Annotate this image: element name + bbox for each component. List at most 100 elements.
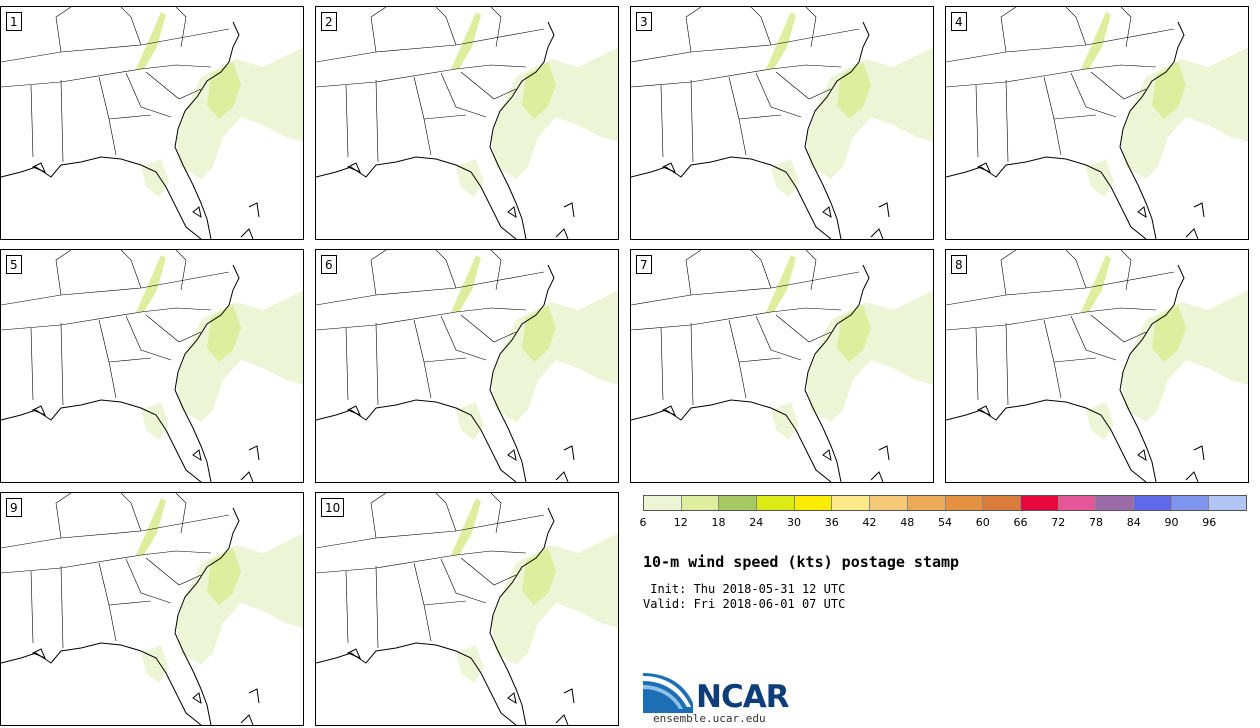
state-boundaries	[946, 7, 1175, 163]
ncar-logo-icon	[643, 673, 693, 713]
coastline	[316, 264, 575, 482]
member-number: 9	[6, 498, 22, 517]
member-panel-4: 4	[945, 6, 1249, 240]
wind-shading-mountains	[1081, 12, 1111, 69]
state-boundaries	[946, 250, 1175, 406]
colorbar-swatch-7	[870, 496, 908, 510]
member-number: 5	[6, 255, 22, 274]
wind-shading-mountains	[766, 12, 796, 69]
wind-shading-offshore	[806, 290, 933, 422]
wind-shading-gulf	[456, 159, 484, 197]
wind-shading-core	[837, 62, 871, 119]
colorbar-swatch-3	[719, 496, 758, 510]
colorbar-tick-label: 30	[787, 516, 801, 529]
member-number: 7	[636, 255, 652, 274]
wind-speed-map	[316, 7, 618, 239]
state-boundaries	[631, 7, 860, 163]
wind-speed-map	[1, 250, 303, 482]
colorbar-swatch-1	[644, 496, 682, 510]
wind-shading-offshore	[491, 47, 618, 179]
wind-shading-gulf	[141, 645, 169, 683]
wind-speed-map	[946, 250, 1248, 482]
wind-shading-gulf	[456, 645, 484, 683]
state-boundaries	[316, 7, 545, 163]
wind-shading-core	[837, 305, 871, 362]
member-panel-8: 8	[945, 249, 1249, 483]
wind-shading-core	[207, 62, 241, 119]
wind-shading-mountains	[451, 255, 481, 312]
wind-shading-offshore	[1121, 47, 1248, 179]
wind-speed-map	[1, 493, 303, 725]
wind-shading-mountains	[451, 12, 481, 69]
member-number: 10	[321, 498, 345, 517]
wind-shading-core	[522, 548, 556, 605]
colorbar-tick-label: 12	[673, 516, 688, 529]
member-panel-10: 10	[315, 492, 619, 726]
colorbar-tick-label: 84	[1126, 516, 1141, 529]
member-panel-1: 1	[0, 6, 304, 240]
wind-shading-core	[207, 305, 241, 362]
colorbar-swatch-6	[832, 496, 871, 510]
state-boundaries	[1, 7, 230, 163]
wind-shading-offshore	[176, 290, 303, 422]
colorbar-tick-label: 90	[1164, 516, 1179, 529]
wind-speed-map	[946, 7, 1248, 239]
wind-shading-core	[1152, 62, 1186, 119]
member-panel-2: 2	[315, 6, 619, 240]
member-panel-5: 5	[0, 249, 304, 483]
valid-time: Valid: Fri 2018-06-01 07 UTC	[643, 597, 846, 611]
colorbar-swatch-14	[1133, 496, 1172, 510]
wind-shading-gulf	[771, 159, 799, 197]
state-boundaries	[1, 493, 230, 649]
colorbar-tick-label: 60	[975, 516, 990, 529]
wind-shading-gulf	[771, 402, 799, 440]
member-panel-7: 7	[630, 249, 934, 483]
wind-shading-offshore	[806, 47, 933, 179]
product-title: 10-m wind speed (kts) postage stamp	[643, 553, 960, 571]
coastline	[1, 507, 260, 725]
member-number: 3	[636, 12, 652, 31]
colorbar-tick-label: 6	[639, 516, 647, 529]
colorbar-tick-label: 54	[938, 516, 952, 529]
colorbar-swatch-11	[1020, 496, 1059, 510]
member-panel-6: 6	[315, 249, 619, 483]
wind-shading-mountains	[136, 498, 166, 555]
wind-speed-map	[316, 250, 618, 482]
member-number: 8	[951, 255, 967, 274]
coastline	[1, 21, 260, 239]
colorbar-swatch-15	[1171, 496, 1210, 510]
colorbar	[643, 495, 1247, 511]
wind-shading-mountains	[136, 255, 166, 312]
wind-shading-gulf	[456, 402, 484, 440]
coastline	[946, 21, 1205, 239]
colorbar-swatch-13	[1096, 496, 1134, 510]
colorbar-tick-label: 18	[711, 516, 726, 529]
member-number: 6	[321, 255, 337, 274]
init-time: Init: Thu 2018-05-31 12 UTC	[643, 582, 846, 596]
colorbar-swatch-5	[794, 496, 833, 510]
colorbar-tick-label: 66	[1013, 516, 1028, 529]
coastline	[1, 264, 260, 482]
wind-speed-map	[631, 250, 933, 482]
colorbar-swatch-8	[907, 496, 946, 510]
wind-speed-map	[1, 7, 303, 239]
wind-shading-offshore	[176, 47, 303, 179]
wind-shading-core	[522, 305, 556, 362]
wind-shading-gulf	[141, 402, 169, 440]
colorbar-swatch-12	[1058, 496, 1097, 510]
wind-shading-gulf	[1086, 402, 1114, 440]
wind-speed-map	[316, 493, 618, 725]
member-number: 4	[951, 12, 967, 31]
state-boundaries	[316, 493, 545, 649]
colorbar-swatch-16	[1209, 496, 1246, 510]
ncar-logo-text: NCAR	[696, 679, 790, 715]
colorbar-swatch-2	[681, 496, 720, 510]
colorbar-swatch-4	[757, 496, 795, 510]
colorbar-swatch-9	[945, 496, 984, 510]
wind-shading-mountains	[451, 498, 481, 555]
wind-shading-gulf	[1086, 159, 1114, 197]
wind-speed-map	[631, 7, 933, 239]
coastline	[316, 507, 575, 725]
state-boundaries	[631, 250, 860, 406]
wind-shading-core	[1152, 305, 1186, 362]
